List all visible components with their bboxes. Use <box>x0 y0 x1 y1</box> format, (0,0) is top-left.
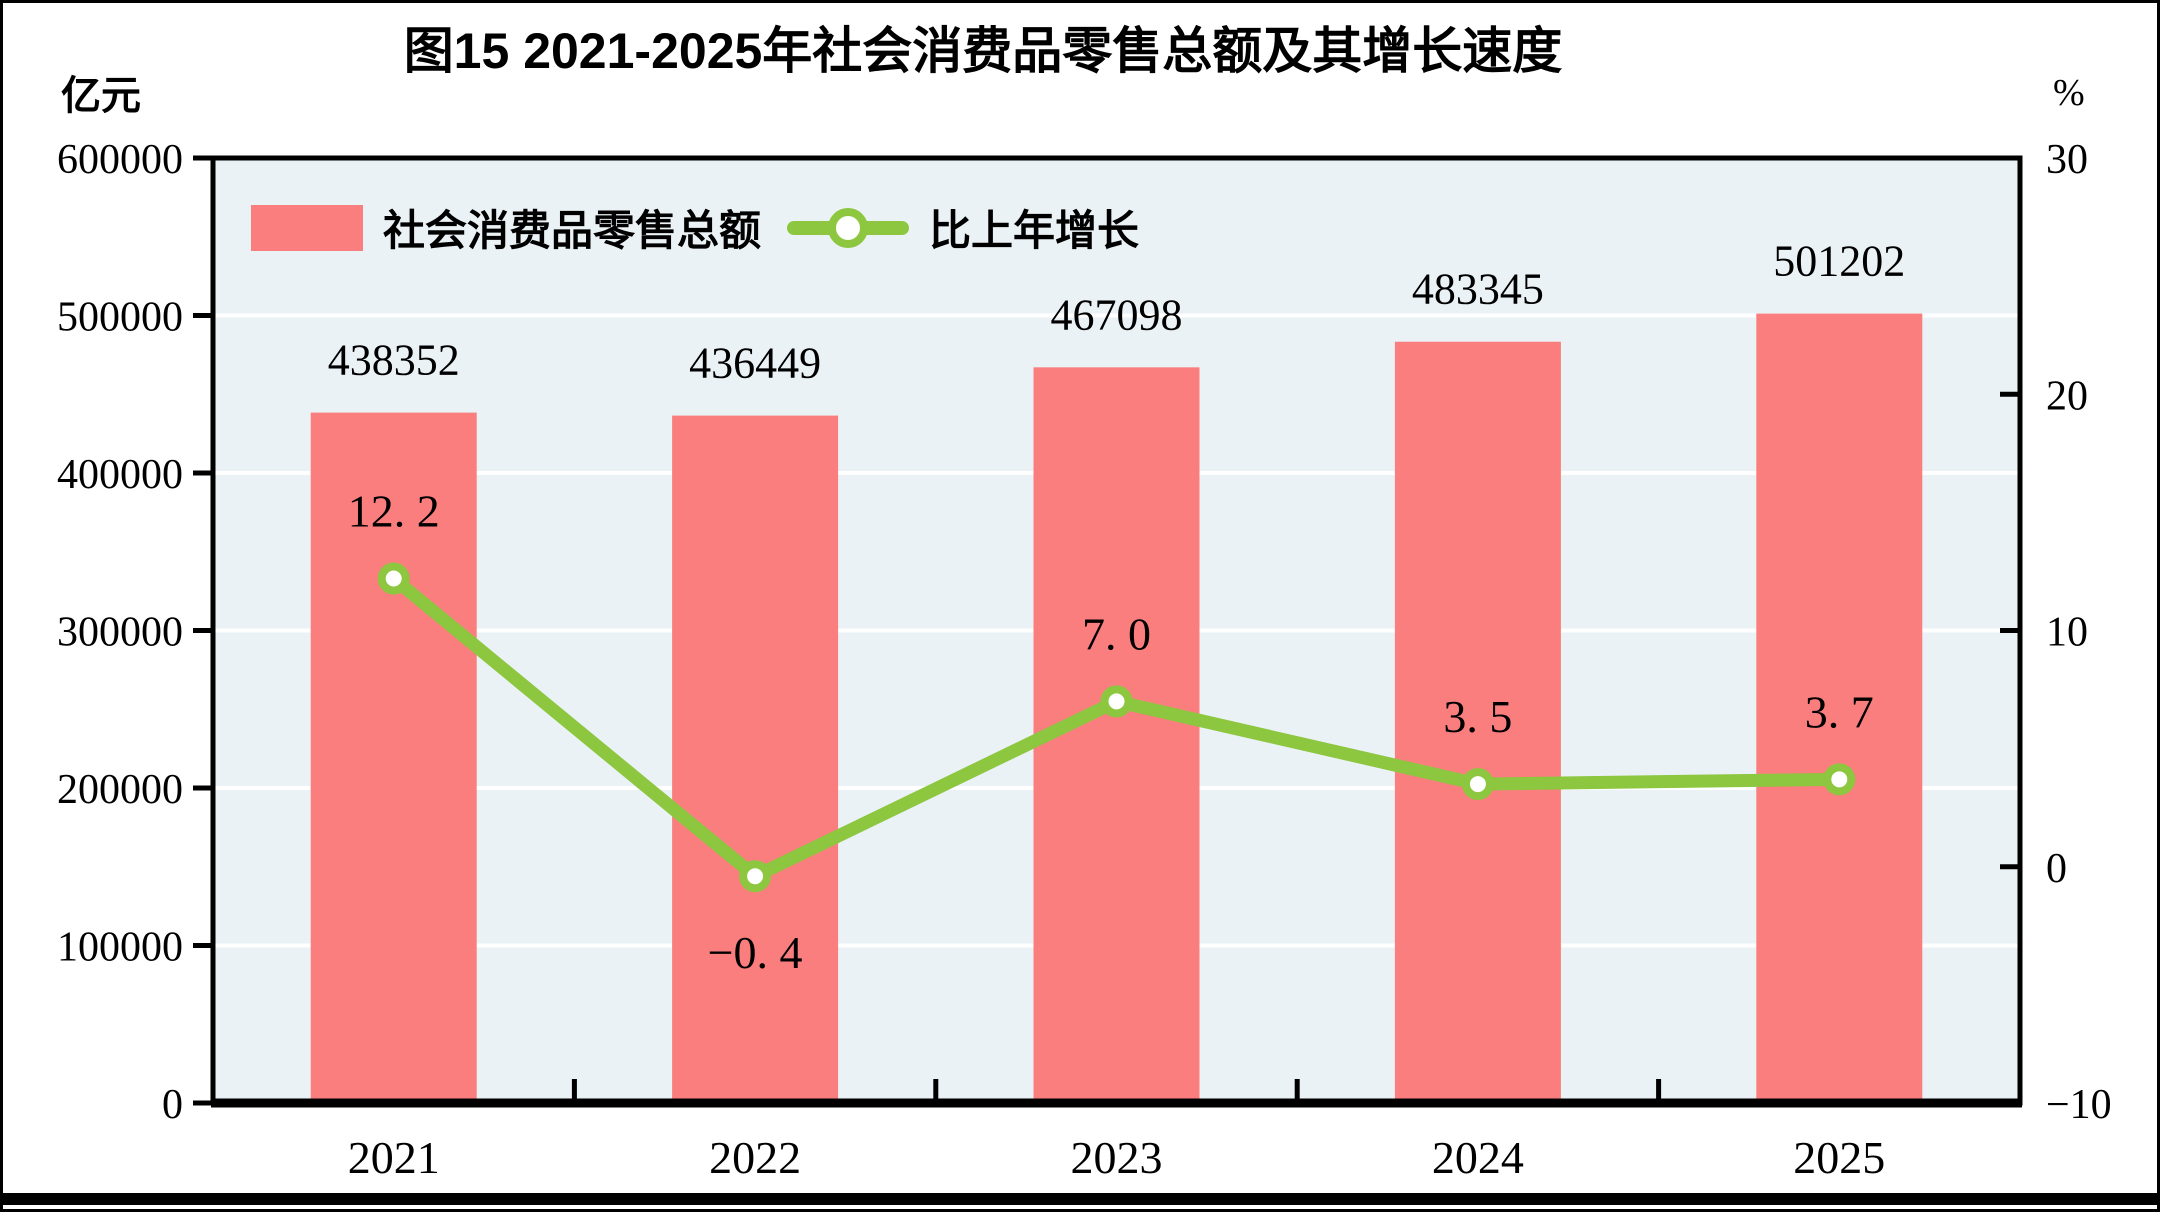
line-point-2025 <box>1823 763 1856 796</box>
line-point-2021 <box>377 562 410 595</box>
chart-legend: 社会消费品零售总额 比上年增长 <box>251 197 1139 258</box>
left-axis-tick-label: 0 <box>162 1082 183 1128</box>
bar-value-label: 501202 <box>1773 237 1905 286</box>
left-axis-tick-label: 200000 <box>57 767 183 813</box>
bar-series-label: 社会消费品零售总额 <box>383 207 762 254</box>
right-axis-unit: % <box>2053 72 2085 114</box>
bottom-border-bar <box>3 1193 2157 1205</box>
x-axis-category-label: 2025 <box>1793 1132 1885 1183</box>
x-axis-category-label: 2022 <box>709 1132 801 1183</box>
line-value-label: −0. 4 <box>708 927 803 978</box>
bar-value-label: 467098 <box>1051 290 1183 339</box>
combo-chart: 438352 436449 467098 483345 501202 12. 2 −0. 4… <box>57 137 2112 1183</box>
x-axis-category-label: 2023 <box>1071 1132 1163 1183</box>
line-value-label: 3. 5 <box>1443 691 1512 742</box>
line-value-label: 3. 7 <box>1805 686 1874 737</box>
right-axis-tick-label: −10 <box>2046 1082 2112 1128</box>
line-point-2024 <box>1461 768 1494 801</box>
line-point-2023 <box>1100 685 1133 718</box>
left-axis-tick-label: 400000 <box>57 452 183 498</box>
line-value-label: 12. 2 <box>348 486 440 537</box>
line-value-label: 7. 0 <box>1082 608 1151 659</box>
line-series-label: 比上年增长 <box>929 207 1140 254</box>
left-axis-unit: 亿元 <box>61 74 141 118</box>
bar-series-swatch <box>251 204 363 251</box>
bar-2021 <box>310 412 477 1104</box>
bar-2024 <box>1394 341 1561 1103</box>
right-axis-tick-label: 30 <box>2046 137 2088 183</box>
left-axis-tick-label: 100000 <box>57 925 183 971</box>
left-axis-tick-label: 300000 <box>57 610 183 656</box>
chart-title: 图15 2021-2025年社会消费品零售总额及其增长速度 <box>403 23 1563 79</box>
line-point-2022 <box>739 860 772 893</box>
left-axis-tick-label: 500000 <box>57 295 183 341</box>
right-axis-tick-label: 10 <box>2046 610 2088 656</box>
bar-value-label: 483345 <box>1412 265 1544 314</box>
line-series-sample <box>787 207 910 248</box>
bar-value-label: 436449 <box>689 339 821 388</box>
bar-2022 <box>672 415 839 1103</box>
bar-2025 <box>1756 313 1923 1104</box>
x-axis-category-label: 2024 <box>1432 1132 1524 1183</box>
x-axis-category-label: 2021 <box>348 1132 440 1183</box>
right-axis-tick-label: 0 <box>2046 846 2067 892</box>
right-axis-tick-label: 20 <box>2046 373 2088 419</box>
left-axis-tick-label: 600000 <box>57 137 183 183</box>
bar-value-label: 438352 <box>328 336 460 385</box>
line-marker-icon <box>828 207 869 248</box>
